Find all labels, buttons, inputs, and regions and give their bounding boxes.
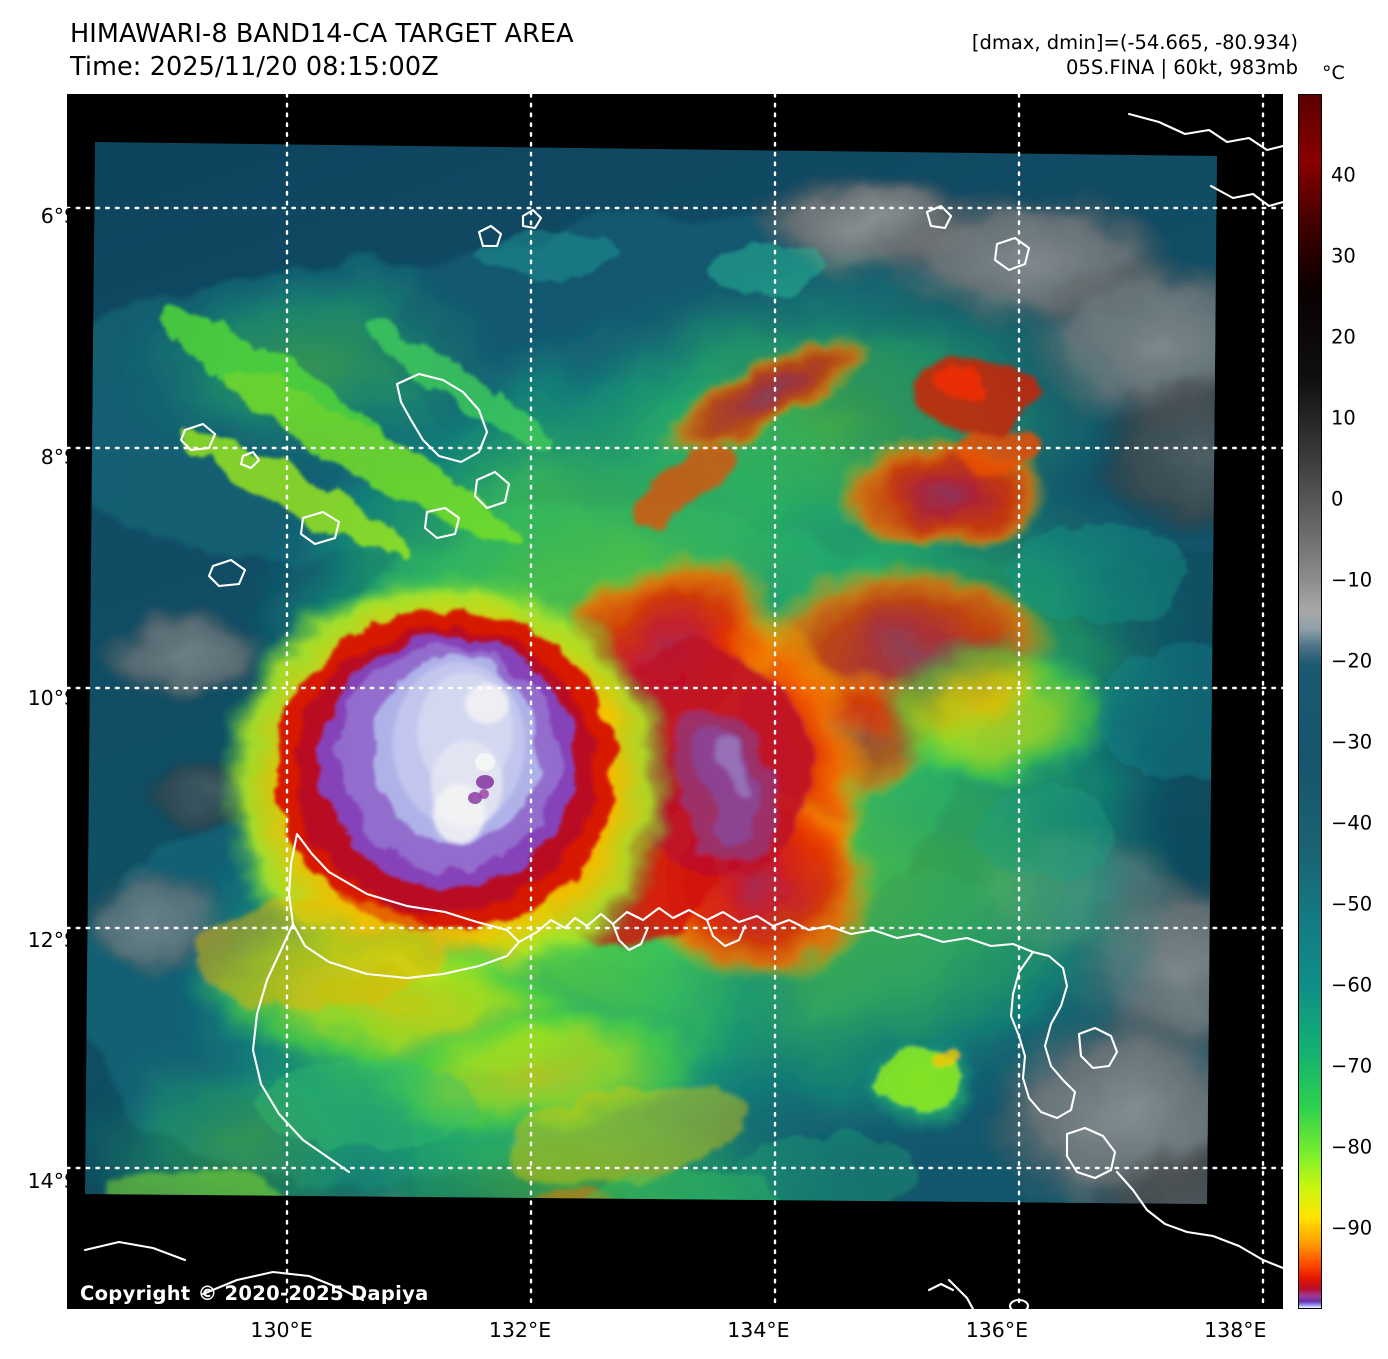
colorbar-tick-label-6: −20 (1331, 649, 1373, 673)
colorbar-tick-label-7: −30 (1331, 730, 1373, 754)
header-metadata-block: [dmax, dmin]=(-54.665, -80.934) 05S.FINA… (972, 30, 1298, 81)
lat-lon-gridlines (67, 94, 1283, 1309)
colorbar-gradient (1299, 95, 1321, 1308)
colorbar-tick-label-0: 40 (1331, 163, 1356, 187)
copyright-label: Copyright © 2020-2025 Dapiya (80, 1282, 429, 1305)
lon-tick-label-4: 138°E (1204, 1318, 1267, 1342)
lon-tick-label-2: 134°E (727, 1318, 790, 1342)
lat-tick-label-2: 10°S (27, 686, 77, 711)
colorbar-tick-label-11: −70 (1331, 1054, 1373, 1078)
lat-tick-label-1: 8°S (40, 445, 77, 470)
satellite-swath (85, 142, 1217, 1204)
nw-spiral-streaks (157, 306, 549, 558)
storm-info-label: 05S.FINA | 60kt, 983mb (1066, 56, 1298, 80)
header-title-block: HIMAWARI-8 BAND14-CA TARGET AREA Time: 2… (70, 18, 574, 84)
satellite-image-plot[interactable] (67, 94, 1283, 1309)
lon-tick-label-3: 136°E (965, 1318, 1029, 1342)
colorbar-tick-label-9: −50 (1331, 892, 1373, 916)
colorbar-tick-label-3: 10 (1331, 406, 1356, 430)
lat-tick-label-3: 12°S (27, 927, 77, 952)
colorbar-tick-label-1: 30 (1331, 244, 1356, 268)
scattered-cells (257, 232, 1217, 1204)
colorbar-tick-label-2: 20 (1331, 325, 1356, 349)
lat-tick-label-4: 14°S (27, 1169, 77, 1194)
colorbar-tick-label-10: −60 (1331, 973, 1373, 997)
lat-tick-label-0: 6°S (40, 203, 77, 228)
isolated-cell-arafura (860, 1032, 984, 1136)
page-title: HIMAWARI-8 BAND14-CA TARGET AREA (70, 19, 574, 49)
timestamp-label: Time: 2025/11/20 08:15:00Z (70, 52, 439, 83)
dmax-dmin-label: [dmax, dmin]=(-54.665, -80.934) (971, 31, 1298, 54)
colorbar-tick-label-5: −10 (1331, 568, 1373, 592)
colorbar-tick-label-4: 0 (1331, 487, 1344, 511)
colorbar-unit-label: °C (1322, 62, 1345, 84)
colorbar-tick-label-12: −80 (1331, 1135, 1373, 1159)
colorbar-tick-label-13: −90 (1331, 1216, 1373, 1240)
colorbar[interactable] (1298, 94, 1322, 1309)
satellite-imagery-canvas (67, 94, 1283, 1309)
lon-tick-label-0: 130°E (250, 1318, 313, 1342)
lon-tick-label-1: 132°E (488, 1318, 552, 1342)
colorbar-tick-label-8: −40 (1331, 811, 1373, 835)
